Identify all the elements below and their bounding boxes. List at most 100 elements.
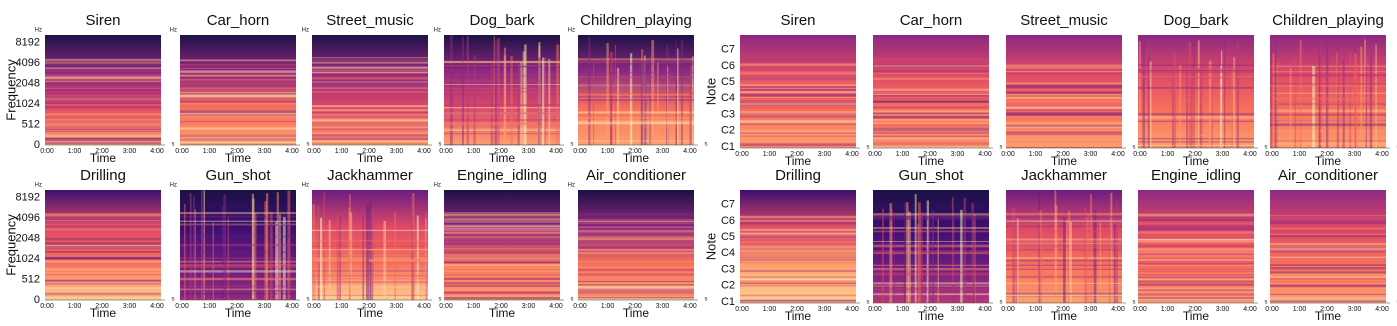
stripe	[740, 226, 856, 228]
spectrogram	[180, 35, 296, 145]
stripe	[920, 212, 923, 303]
stripe	[1006, 292, 1122, 295]
stripe	[466, 35, 469, 145]
y-tick-label: 1024	[16, 98, 40, 110]
stripe	[538, 57, 541, 145]
stripe	[881, 208, 884, 303]
x-unit: s	[1265, 300, 1268, 306]
stripe	[45, 117, 161, 119]
stripe	[1138, 267, 1254, 269]
x-tick-label: 2:00	[230, 303, 244, 310]
stripe	[45, 292, 161, 295]
subplot-title: Engine_idling	[457, 167, 547, 184]
stripe	[578, 289, 694, 292]
stripe	[873, 77, 989, 81]
x-tick-label: 4:00	[1375, 151, 1389, 158]
stripe	[1006, 106, 1122, 109]
stripe	[444, 291, 560, 294]
stripe	[180, 137, 296, 140]
stripe	[578, 226, 694, 228]
stripe	[1272, 53, 1275, 148]
stripe	[223, 194, 227, 300]
stripe	[740, 85, 856, 89]
stripe	[873, 64, 989, 68]
spectrogram	[1138, 190, 1254, 303]
stripe	[444, 248, 560, 250]
stripe	[444, 213, 560, 216]
stripe	[971, 203, 974, 303]
stripe	[1138, 138, 1254, 140]
x-tick-label: 0:00	[40, 148, 54, 155]
stripe	[1270, 245, 1386, 247]
x-tick-label: 0:00	[1265, 151, 1279, 158]
stripe	[444, 292, 560, 294]
stripe	[180, 215, 296, 218]
x-tick-label: 3:00	[1084, 151, 1098, 158]
stripe	[1138, 281, 1254, 283]
subplot-title: Siren	[85, 12, 120, 29]
stripe	[180, 235, 296, 238]
x-tick-label: 4:00	[549, 148, 563, 155]
stripe	[1270, 247, 1386, 251]
stripe	[1349, 52, 1352, 148]
stripe	[873, 128, 989, 131]
stripe	[1006, 126, 1122, 129]
subplot-title: Car_horn	[900, 12, 963, 29]
stripe	[312, 77, 428, 81]
stripe	[312, 204, 316, 300]
stripe	[287, 190, 291, 300]
stripe	[873, 285, 989, 287]
stripe	[180, 72, 296, 73]
stripe	[1221, 50, 1223, 148]
stripe	[203, 211, 206, 300]
stripe	[1270, 247, 1386, 249]
x-unit: s	[1000, 145, 1003, 151]
stripe	[276, 192, 279, 300]
stripe	[180, 288, 296, 291]
y-tick-label: C2	[721, 125, 735, 137]
stripe	[740, 143, 856, 147]
stripe	[1099, 223, 1101, 303]
stripe	[1067, 210, 1071, 303]
stripe	[312, 259, 428, 261]
stripe	[45, 287, 161, 290]
stripe	[444, 212, 560, 214]
stripe	[312, 278, 428, 280]
stripe	[1190, 66, 1193, 148]
stripe	[1006, 88, 1122, 92]
stripe	[1138, 299, 1254, 301]
stripe	[1179, 64, 1182, 148]
stripe	[494, 41, 497, 145]
x-tick-label: 0:00	[40, 303, 54, 310]
stripe	[312, 248, 428, 251]
stripe	[1138, 284, 1254, 287]
stripe	[740, 296, 856, 299]
stripe	[444, 220, 560, 223]
stripe	[578, 95, 694, 97]
stripe	[740, 222, 856, 224]
x-axis-label: Time	[1315, 309, 1342, 323]
stripe	[275, 221, 278, 300]
stripe	[444, 121, 560, 125]
x-tick-label: 2:00	[1320, 306, 1334, 313]
stripe	[45, 76, 161, 79]
x-tick-label: 0:00	[1133, 306, 1147, 313]
stripe	[926, 200, 929, 303]
stripe	[45, 77, 161, 80]
x-tick-label: 1:00	[467, 148, 481, 155]
stripe	[617, 67, 620, 145]
stripe	[1006, 132, 1122, 135]
stripe	[312, 76, 428, 79]
stripe	[312, 70, 428, 72]
stripe	[643, 60, 647, 145]
stripe	[1208, 60, 1212, 148]
stripe	[1186, 63, 1188, 148]
stripe	[740, 243, 856, 246]
stripe	[444, 242, 560, 245]
x-axis-label: Time	[623, 306, 650, 320]
stripe	[740, 274, 856, 277]
stripe	[873, 100, 989, 103]
stripe	[1149, 61, 1152, 148]
y-axis-label: Frequency	[3, 59, 18, 121]
stripe	[425, 211, 428, 300]
